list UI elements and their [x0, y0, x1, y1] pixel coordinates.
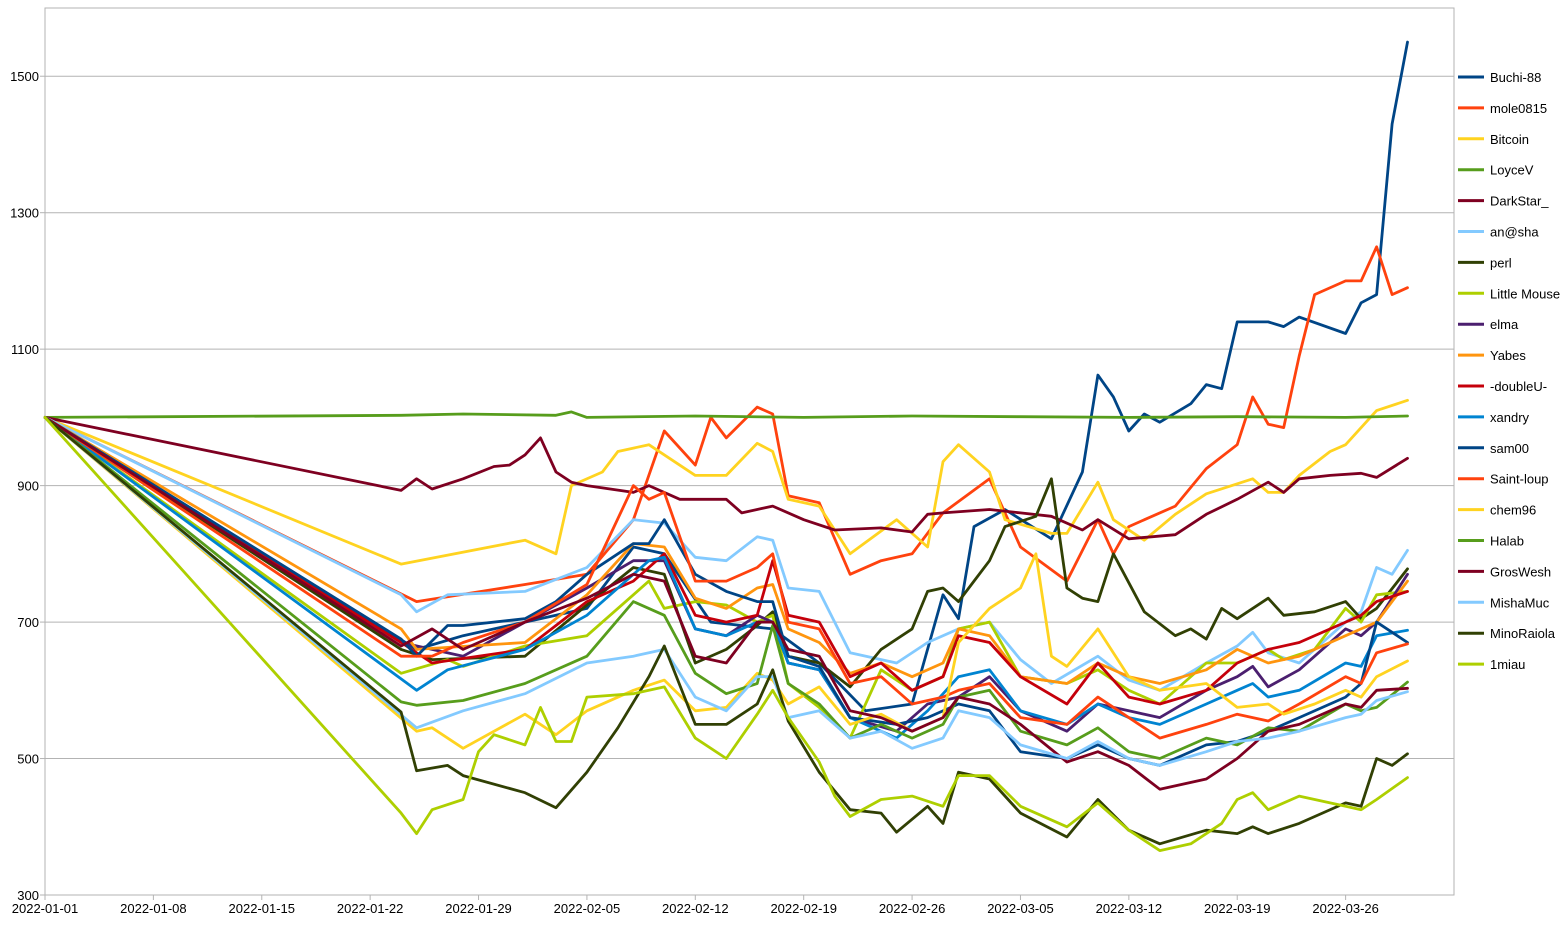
legend-label: Bitcoin	[1490, 132, 1529, 147]
y-tick-label: 900	[17, 479, 39, 494]
legend-label: sam00	[1490, 441, 1529, 456]
x-tick-label: 2022-02-05	[554, 901, 621, 916]
x-tick-label: 2022-03-19	[1204, 901, 1271, 916]
legend-label: 1miau	[1490, 657, 1525, 672]
y-tick-label: 1100	[11, 342, 39, 357]
x-tick-label: 2022-02-12	[662, 901, 729, 916]
plot-area-border	[44, 7, 1455, 896]
gridlines	[45, 75, 1454, 896]
legend-label: -doubleU-	[1490, 379, 1547, 394]
series-line-Saint-loup	[43, 416, 1409, 740]
series-line-Buchi-88	[43, 40, 1409, 713]
x-tick-label: 2022-01-01	[12, 901, 79, 916]
x-tick-label: 2022-01-08	[120, 901, 187, 916]
x-tick-label: 2022-01-29	[445, 901, 512, 916]
legend-label: Buchi-88	[1490, 70, 1541, 85]
y-axis-tick-labels: 300 500 700 900 1100 1300 1500	[10, 69, 39, 903]
x-tick-label: 2022-03-05	[987, 901, 1054, 916]
legend-label: MinoRaiola	[1490, 626, 1556, 641]
y-tick-label: 500	[17, 752, 39, 767]
series-line-1miau	[43, 416, 1409, 852]
series-line-Bitcoin	[43, 398, 1409, 566]
series-line-LoyceV	[43, 410, 1409, 419]
legend-label: GrosWesh	[1490, 564, 1551, 579]
series-line-Halab	[43, 416, 1409, 760]
legend-label: mole0815	[1490, 101, 1547, 116]
series-line-mole0815	[43, 245, 1409, 603]
legend-label: xandry	[1490, 410, 1530, 425]
series-line-elma	[43, 416, 1409, 733]
series-line-DarkStar_	[43, 416, 1409, 541]
legend-label: perl	[1490, 255, 1512, 270]
series-line-chem96	[43, 416, 1409, 750]
x-axis-tick-labels: 2022-01-01 2022-01-08 2022-01-15 2022-01-22…	[12, 901, 1379, 916]
legend-label: MishaMuc	[1490, 595, 1550, 610]
y-tick-label: 1500	[10, 69, 39, 84]
x-tick-label: 2022-01-22	[337, 901, 404, 916]
legend-label: LoyceV	[1490, 163, 1534, 178]
x-tick-label: 2022-02-19	[770, 901, 837, 916]
legend-label: Little Mouse	[1490, 286, 1560, 301]
x-tick-label: 2022-02-26	[879, 901, 946, 916]
x-tick-label: 2022-03-12	[1096, 901, 1163, 916]
series-line-MinoRaiola	[43, 416, 1409, 846]
legend-label: Yabes	[1490, 348, 1526, 363]
y-tick-label: 300	[17, 888, 39, 903]
legend-label: DarkStar_	[1490, 194, 1549, 209]
axes	[40, 7, 1455, 900]
x-tick-label: 2022-01-15	[229, 901, 296, 916]
legend: Buchi-88 mole0815 Bitcoin LoyceV DarkStar_an…	[1458, 70, 1560, 672]
legend-label: chem96	[1490, 503, 1536, 518]
legend-label: an@sha	[1490, 225, 1539, 240]
legend-label: Saint-loup	[1490, 472, 1549, 487]
y-tick-label: 700	[17, 615, 39, 630]
legend-label: Halab	[1490, 534, 1524, 549]
series-line-an@sha	[43, 416, 1409, 692]
series-line-MishaMuc	[43, 416, 1409, 767]
legend-label: elma	[1490, 317, 1519, 332]
series-line-xandry	[43, 416, 1409, 740]
y-tick-label: 1300	[10, 206, 39, 221]
x-tick-label: 2022-03-26	[1312, 901, 1379, 916]
series-lines	[43, 40, 1409, 852]
